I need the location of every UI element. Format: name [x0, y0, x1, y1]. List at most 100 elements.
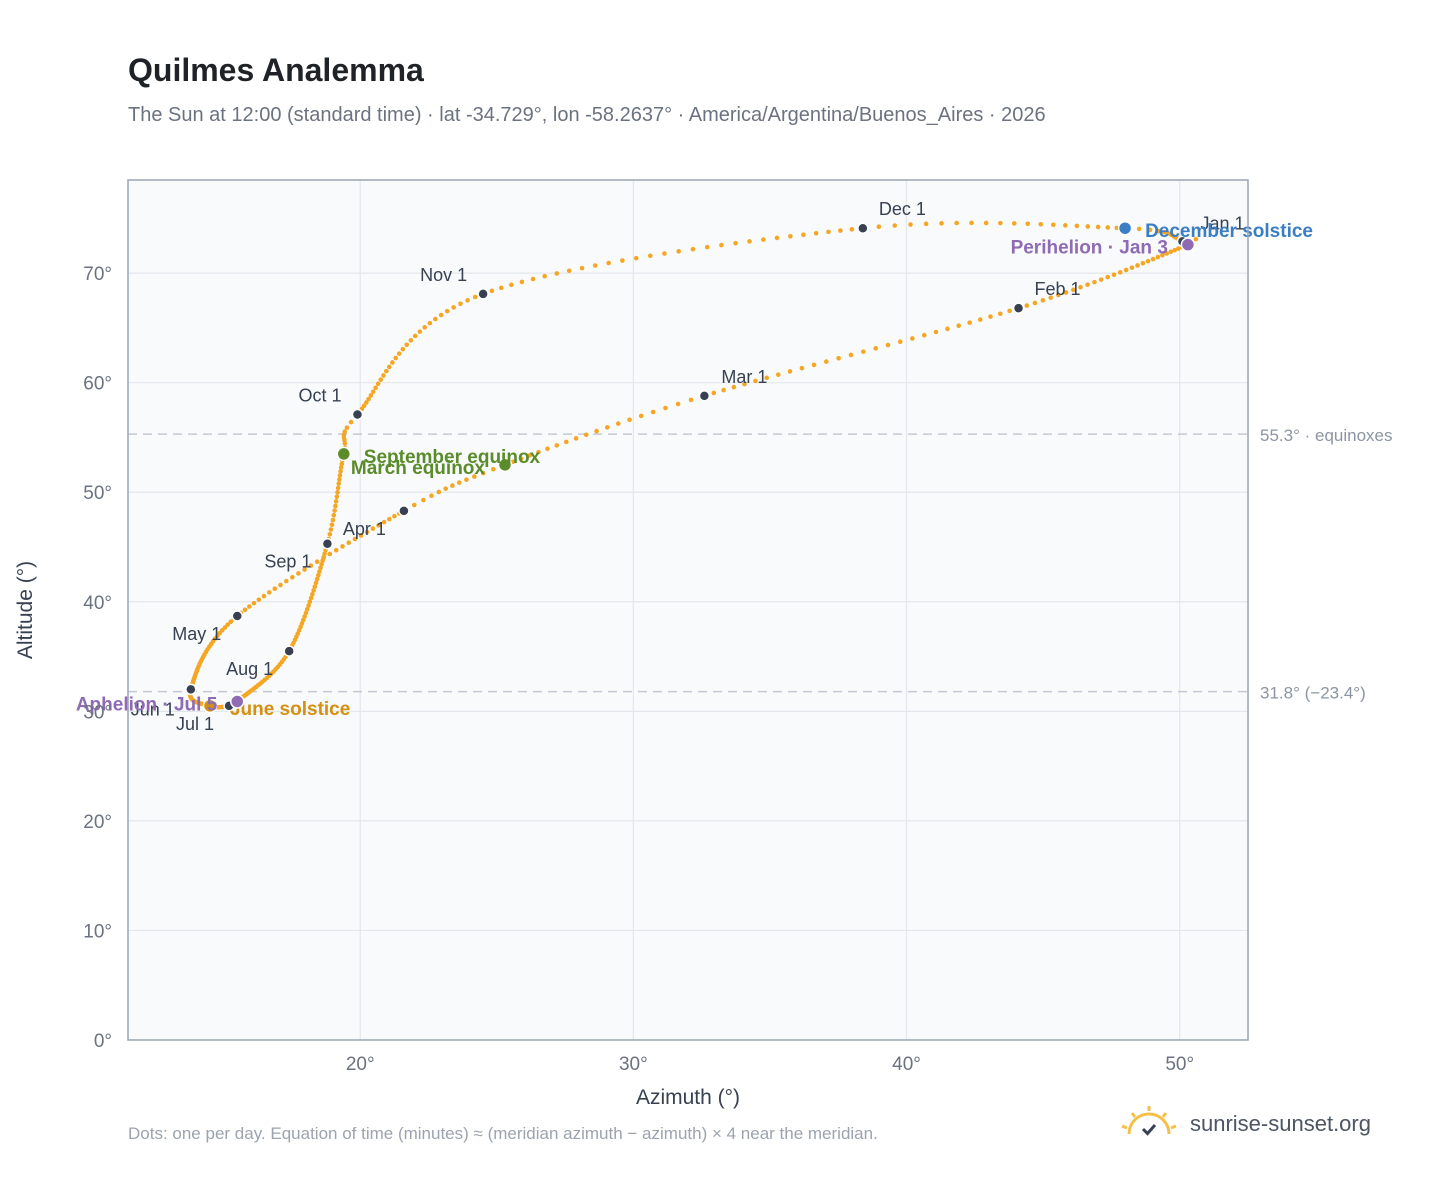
daily-dot: [278, 582, 283, 588]
daily-dot: [1164, 251, 1169, 256]
daily-dot: [242, 607, 248, 613]
daily-dot: [261, 593, 267, 599]
daily-dot: [333, 503, 338, 509]
month-marker: [321, 537, 334, 550]
y-tick-label: 30°: [83, 702, 112, 723]
daily-dot: [312, 584, 318, 589]
daily-dot: [333, 547, 339, 553]
daily-dot: [1140, 260, 1146, 266]
daily-dot: [417, 329, 423, 334]
daily-dot: [321, 554, 326, 560]
daily-dot: [429, 493, 434, 499]
y-tick-label: 60°: [83, 374, 112, 395]
daily-dot: [848, 352, 854, 358]
reference-line-label: 55.3° · equinoxes: [1260, 426, 1393, 445]
daily-dot: [1172, 247, 1177, 253]
month-label: Oct 1: [298, 385, 341, 405]
daily-dot: [303, 610, 309, 616]
daily-dot: [663, 405, 668, 411]
daily-dot: [747, 239, 752, 244]
daily-dot: [317, 569, 322, 574]
daily-dot: [364, 400, 369, 405]
daily-dot: [319, 561, 324, 567]
month-marker: [1012, 302, 1025, 314]
daily-dot: [1056, 292, 1061, 298]
daily-dot: [704, 244, 710, 250]
daily-dot: [373, 385, 378, 391]
brand-logo[interactable]: sunrise-sunset.org: [1120, 1104, 1371, 1144]
daily-dot: [1156, 228, 1161, 234]
daily-dot: [566, 268, 572, 274]
daily-dot: [813, 230, 819, 236]
daily-dot: [956, 323, 962, 329]
daily-dot: [458, 301, 463, 307]
x-tick-label: 50°: [1165, 1054, 1194, 1075]
daily-dot: [1078, 284, 1083, 290]
daily-dot: [801, 232, 806, 238]
daily-dot: [290, 574, 295, 580]
daily-dot: [761, 237, 766, 242]
daily-dot: [1135, 263, 1140, 268]
daily-dot: [251, 600, 257, 606]
daily-dot: [272, 586, 278, 592]
daily-dot: [1092, 279, 1097, 285]
event-label: Aphelion · Jul 5: [76, 694, 218, 715]
daily-dot: [1193, 236, 1199, 242]
daily-dot: [328, 527, 334, 532]
daily-dot: [527, 453, 533, 458]
daily-dot: [1136, 226, 1142, 232]
month-marker: [477, 288, 489, 300]
daily-dot: [1040, 298, 1046, 303]
month-label: Jul 1: [176, 714, 214, 734]
daily-dot: [733, 240, 738, 246]
month-label: Nov 1: [420, 265, 467, 285]
daily-dot: [375, 381, 381, 387]
daily-dot: [256, 597, 262, 602]
daily-dot: [615, 421, 621, 426]
daily-dot: [228, 619, 234, 625]
daily-dot: [564, 439, 569, 445]
daily-dot: [307, 599, 313, 605]
daily-dot: [721, 387, 726, 393]
daily-dot: [412, 333, 418, 339]
event-label: September equinox: [364, 447, 541, 468]
daily-dot: [823, 359, 829, 364]
daily-dot: [364, 529, 370, 535]
daily-dot: [923, 221, 929, 227]
month-marker: [398, 505, 410, 517]
daily-dot: [299, 621, 305, 626]
chart-subtitle: The Sun at 12:00 (standard time) · lat -…: [128, 104, 1046, 126]
daily-dot: [861, 349, 866, 354]
daily-dot: [1129, 265, 1135, 270]
month-label: Feb 1: [1035, 279, 1081, 299]
daily-dot: [939, 221, 944, 226]
daily-dot: [988, 314, 993, 319]
daily-dot: [627, 417, 632, 423]
daily-dot: [676, 249, 681, 254]
daily-dot: [320, 558, 325, 563]
x-axis-label: Azimuth (°): [636, 1086, 740, 1109]
daily-dot: [594, 428, 599, 434]
daily-dot: [967, 320, 972, 325]
daily-dot: [308, 563, 314, 568]
daily-dot: [331, 513, 337, 518]
daily-dot: [764, 375, 770, 381]
daily-dot: [329, 522, 335, 528]
daily-dot: [573, 436, 579, 441]
event-marker: [230, 694, 245, 709]
daily-dot: [983, 220, 989, 226]
daily-dot: [933, 329, 939, 335]
daily-dot: [361, 403, 367, 409]
daily-dot: [444, 308, 450, 314]
plot-frame: [127, 179, 1249, 1041]
daily-dot: [592, 263, 598, 268]
daily-dot: [332, 508, 337, 513]
daily-dot: [247, 604, 252, 609]
event-markers: March equinox June solstice September equi…: [76, 220, 1313, 720]
daily-dot: [711, 390, 717, 396]
daily-dot: [427, 320, 433, 326]
daily-dot: [404, 342, 410, 348]
daily-dot: [335, 490, 340, 495]
daily-dot: [519, 279, 525, 285]
